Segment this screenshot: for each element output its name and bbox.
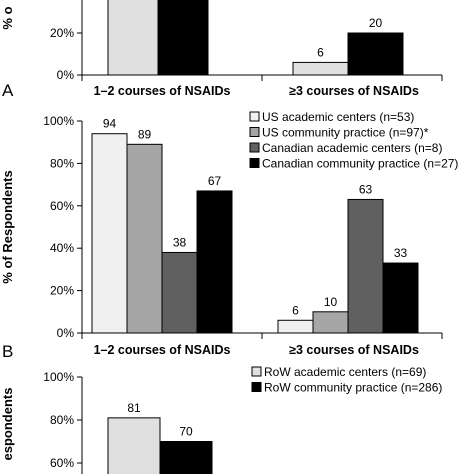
y-tick-label: 100% [43,114,74,128]
data-label: 70 [179,425,193,439]
y-tick-label: 40% [50,241,74,255]
y-axis-label: % of Respondents [0,170,15,283]
bar-3-2 [347,198,384,334]
y-tick-label: 0% [57,326,75,340]
data-label: 67 [208,174,222,188]
legend-swatch [249,127,260,137]
bar-2-1 [126,143,163,334]
legend-label: RoW community practice (n=286) [264,381,442,395]
bar-4-1 [196,190,233,334]
y-tick-label: 0% [57,68,75,82]
bar-1-1 [107,417,161,474]
bar-2-2 [347,32,404,76]
legend-label: Canadian academic centers (n=8) [262,141,442,155]
x-category-label: ≥3 courses of NSAIDs [289,343,419,357]
y-tick-label: 80% [50,156,74,170]
legend-swatch [249,142,260,153]
legend-swatch [249,158,260,168]
panel-top-partial: % o 20% 0% 6 20 1–2 courses of NSAIDs ≥3 cours… [0,0,443,98]
y-tick-label: 80% [50,413,74,427]
legend-swatch [251,366,262,377]
legend-swatch [249,111,260,122]
y-tick-label: 20% [50,284,74,298]
legend-label: US academic centers (n=53) [262,110,414,124]
data-label: 20 [369,16,383,30]
data-label: 89 [138,127,152,141]
data-label: 63 [359,182,373,196]
y-tick-label: 60% [50,199,74,213]
data-label: 38 [173,235,187,249]
data-label: 33 [394,246,408,260]
x-category-label: 1–2 courses of NSAIDs [94,343,231,357]
y-tick-label: 20% [50,26,74,40]
y-tick-label: 100% [43,370,74,384]
bar-2-1 [157,0,209,76]
bar-2-2 [312,311,349,334]
legend-label: US community practice (n=97)* [262,126,429,140]
bar-1-1 [91,133,128,334]
x-category-label: 1–2 courses of NSAIDs [94,84,231,98]
panel-label: A [2,81,14,100]
panel-label: B [2,342,13,361]
y-axis-label: % o [0,6,15,29]
data-label: 81 [127,401,141,415]
bar-4-2 [382,262,419,334]
data-label: 6 [292,303,299,317]
y-tick-label: 60% [50,456,74,470]
legend-label: Canadian community practice (n=27) [262,157,458,171]
data-label: 10 [324,295,338,309]
bar-1-2 [277,319,314,334]
bar-2-1 [159,441,213,474]
panel-a: A % of Respondents 0% 20% 40% 60% 80% 100% 94 89 3… [0,81,458,357]
legend-label: RoW academic centers (n=69) [264,365,426,379]
bar-1-1 [107,0,159,76]
x-category-label: ≥3 courses of NSAIDs [289,84,419,98]
y-axis-label: espondents [0,388,15,461]
bar-1-2 [292,61,349,76]
data-label: 6 [317,45,324,59]
data-label: 94 [103,117,117,131]
bar-3-1 [161,251,198,334]
legend-swatch [251,382,262,392]
